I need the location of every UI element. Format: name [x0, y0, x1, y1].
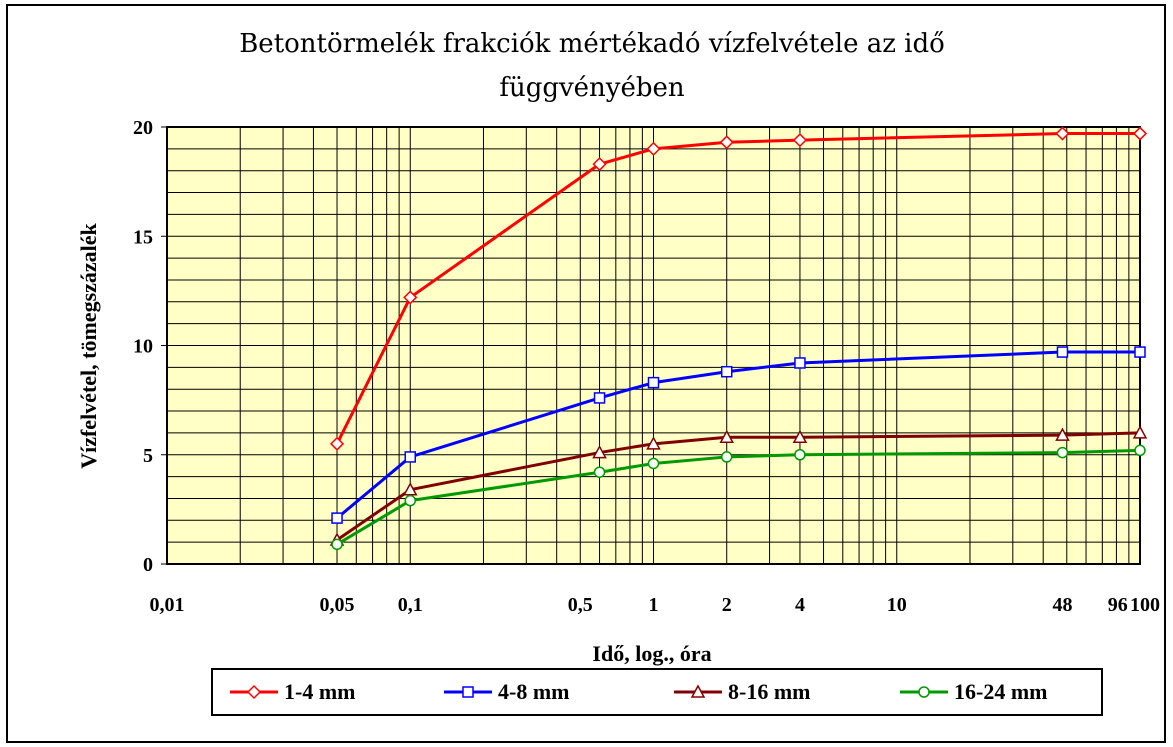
- data-point: [1055, 126, 1070, 141]
- x-tick-label: 96: [1108, 594, 1128, 616]
- data-point: [246, 684, 262, 700]
- legend-item: 4-8 mm: [444, 679, 569, 704]
- data-point: [404, 494, 416, 507]
- data-point: [792, 133, 808, 148]
- y-axis-label: Vízfelvétel, tömegszázalék: [76, 222, 101, 468]
- data-point: [647, 376, 660, 389]
- data-point: [593, 392, 606, 404]
- data-point: [1132, 126, 1148, 141]
- x-tick-label: 2: [722, 594, 732, 616]
- legend-label: 1-4 mm: [284, 679, 355, 704]
- legend-item: 1-4 mm: [230, 679, 355, 704]
- data-point: [918, 686, 930, 698]
- x-axis-label: Idő, log., óra: [592, 641, 711, 666]
- series-layer: [329, 126, 1148, 551]
- y-tick-label: 5: [143, 445, 153, 467]
- series-line: [336, 431, 1141, 542]
- y-tick-label: 15: [133, 226, 153, 248]
- data-point: [462, 686, 474, 698]
- data-point: [646, 436, 661, 450]
- data-point: [1134, 444, 1146, 457]
- legend-box: [211, 668, 1103, 716]
- data-point: [647, 457, 660, 470]
- chart-title-line2: függvényében: [499, 73, 685, 103]
- legend: 1-4 mm 4-8 mm 8-16 mm 16-24 mm: [211, 668, 1103, 716]
- data-point: [331, 538, 343, 551]
- data-point: [1132, 425, 1148, 439]
- data-point: [402, 482, 418, 496]
- data-point: [592, 444, 607, 459]
- data-point: [592, 157, 607, 172]
- legend-item: 8-16 mm: [674, 679, 810, 704]
- data-point: [720, 365, 733, 378]
- x-tick-label: 0,01: [150, 594, 185, 616]
- x-tick-label: 1: [649, 594, 659, 616]
- x-tick-label: 100: [1130, 594, 1160, 616]
- series-line: [336, 448, 1141, 546]
- legend-item: 16-24 mm: [900, 679, 1047, 704]
- y-tick-label: 20: [133, 117, 153, 139]
- data-point: [794, 449, 806, 461]
- y-tick-label: 10: [133, 336, 153, 358]
- series-1-4-mm: [329, 126, 1148, 451]
- data-point: [719, 429, 734, 444]
- data-point: [1134, 346, 1146, 358]
- data-point: [1056, 446, 1069, 459]
- series-4-8-mm: [331, 346, 1146, 524]
- legend-label: 16-24 mm: [954, 679, 1047, 704]
- data-point: [794, 357, 806, 369]
- legend-label: 8-16 mm: [728, 679, 810, 704]
- data-point: [646, 141, 661, 156]
- data-point: [720, 451, 733, 463]
- data-point: [690, 684, 706, 698]
- data-point: [331, 512, 343, 524]
- x-tick-label: 0,5: [568, 594, 593, 616]
- chart-title-line1: Betontörmelék frakciók mértékadó vízfelv…: [239, 29, 945, 59]
- data-point: [792, 429, 808, 444]
- gridlines: [167, 127, 1140, 564]
- series-line: [335, 132, 1140, 445]
- data-point: [719, 135, 734, 150]
- x-tick-label: 10: [887, 594, 907, 616]
- data-point: [404, 451, 416, 463]
- y-tick-label: 0: [143, 554, 153, 576]
- x-tick-label: 0,1: [398, 594, 423, 616]
- data-point: [329, 436, 345, 451]
- x-tick-label: 4: [795, 594, 805, 616]
- data-point: [593, 466, 606, 478]
- x-tick-label: 48: [1052, 594, 1072, 616]
- x-tick-labels: 0,01 0,05 0,1 0,5 1 2 4 10 48 96 100: [150, 594, 1161, 616]
- series-16-24-mm: [331, 444, 1146, 551]
- data-point: [403, 290, 418, 305]
- x-tick-label: 0,05: [320, 594, 355, 616]
- data-point: [1056, 346, 1069, 358]
- series-line: [336, 350, 1140, 520]
- legend-label: 4-8 mm: [498, 679, 569, 704]
- data-point: [1055, 427, 1070, 441]
- y-tick-labels: 0 5 10 15 20: [133, 117, 167, 576]
